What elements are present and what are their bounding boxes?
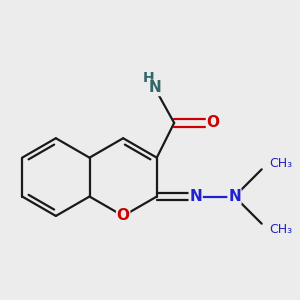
Text: O: O [117,208,130,224]
Text: H: H [143,71,155,85]
Text: N: N [189,189,202,204]
Text: N: N [228,189,241,204]
Text: CH₃: CH₃ [269,157,292,170]
Text: N: N [148,80,161,95]
Text: O: O [206,116,220,130]
Text: CH₃: CH₃ [269,223,292,236]
